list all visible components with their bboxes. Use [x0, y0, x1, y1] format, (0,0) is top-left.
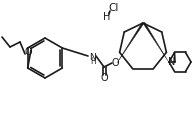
- Text: H: H: [103, 12, 111, 22]
- Polygon shape: [143, 22, 168, 61]
- Polygon shape: [117, 22, 144, 63]
- Text: N: N: [89, 53, 95, 61]
- Text: N: N: [168, 57, 176, 67]
- Text: H: H: [90, 57, 96, 66]
- Text: Cl: Cl: [109, 3, 119, 13]
- Text: O: O: [24, 47, 32, 57]
- Text: O: O: [100, 73, 108, 83]
- Text: O: O: [111, 58, 119, 68]
